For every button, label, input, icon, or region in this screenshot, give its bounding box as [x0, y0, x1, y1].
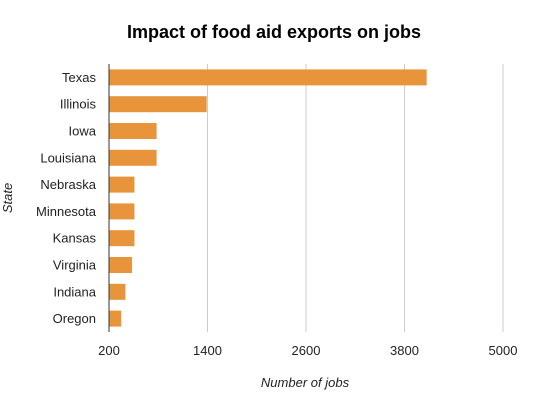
gridlines: [207, 64, 504, 332]
chart-title: Impact of food aid exports on jobs: [127, 22, 421, 42]
category-label: Kansas: [53, 231, 97, 246]
x-tick-label: 5000: [489, 343, 518, 358]
bar-nebraska: [109, 176, 135, 193]
y-axis-title: State: [0, 183, 15, 213]
category-label: Virginia: [53, 258, 97, 273]
bar-iowa: [109, 123, 157, 139]
x-tick-label: 3800: [390, 343, 419, 358]
category-label: Iowa: [69, 124, 97, 139]
bar-texas: [109, 69, 427, 86]
x-tick-label: 200: [98, 343, 120, 358]
category-label: Texas: [62, 70, 96, 85]
x-tick-labels: 200 1400 2600 3800 5000: [98, 343, 517, 358]
x-tick-label: 2600: [292, 343, 321, 358]
category-label: Louisiana: [40, 150, 96, 165]
category-label: Oregon: [53, 311, 96, 326]
bar-virginia: [109, 257, 132, 273]
category-label: Indiana: [53, 284, 96, 299]
category-label: Illinois: [60, 97, 97, 112]
bar-oregon: [109, 310, 122, 327]
x-tick-label: 1400: [193, 343, 222, 358]
x-axis-title: Number of jobs: [261, 375, 350, 390]
bar-illinois: [109, 96, 207, 113]
category-label: Minnesota: [36, 204, 97, 219]
bar-minnesota: [109, 203, 135, 220]
bar-indiana: [109, 283, 126, 300]
category-label: Nebraska: [40, 177, 96, 192]
bar-kansas: [109, 230, 135, 247]
bars: [109, 69, 427, 327]
bar-louisiana: [109, 149, 157, 166]
category-labels: Texas Illinois Iowa Louisiana Nebraska Minnes…: [36, 70, 97, 326]
